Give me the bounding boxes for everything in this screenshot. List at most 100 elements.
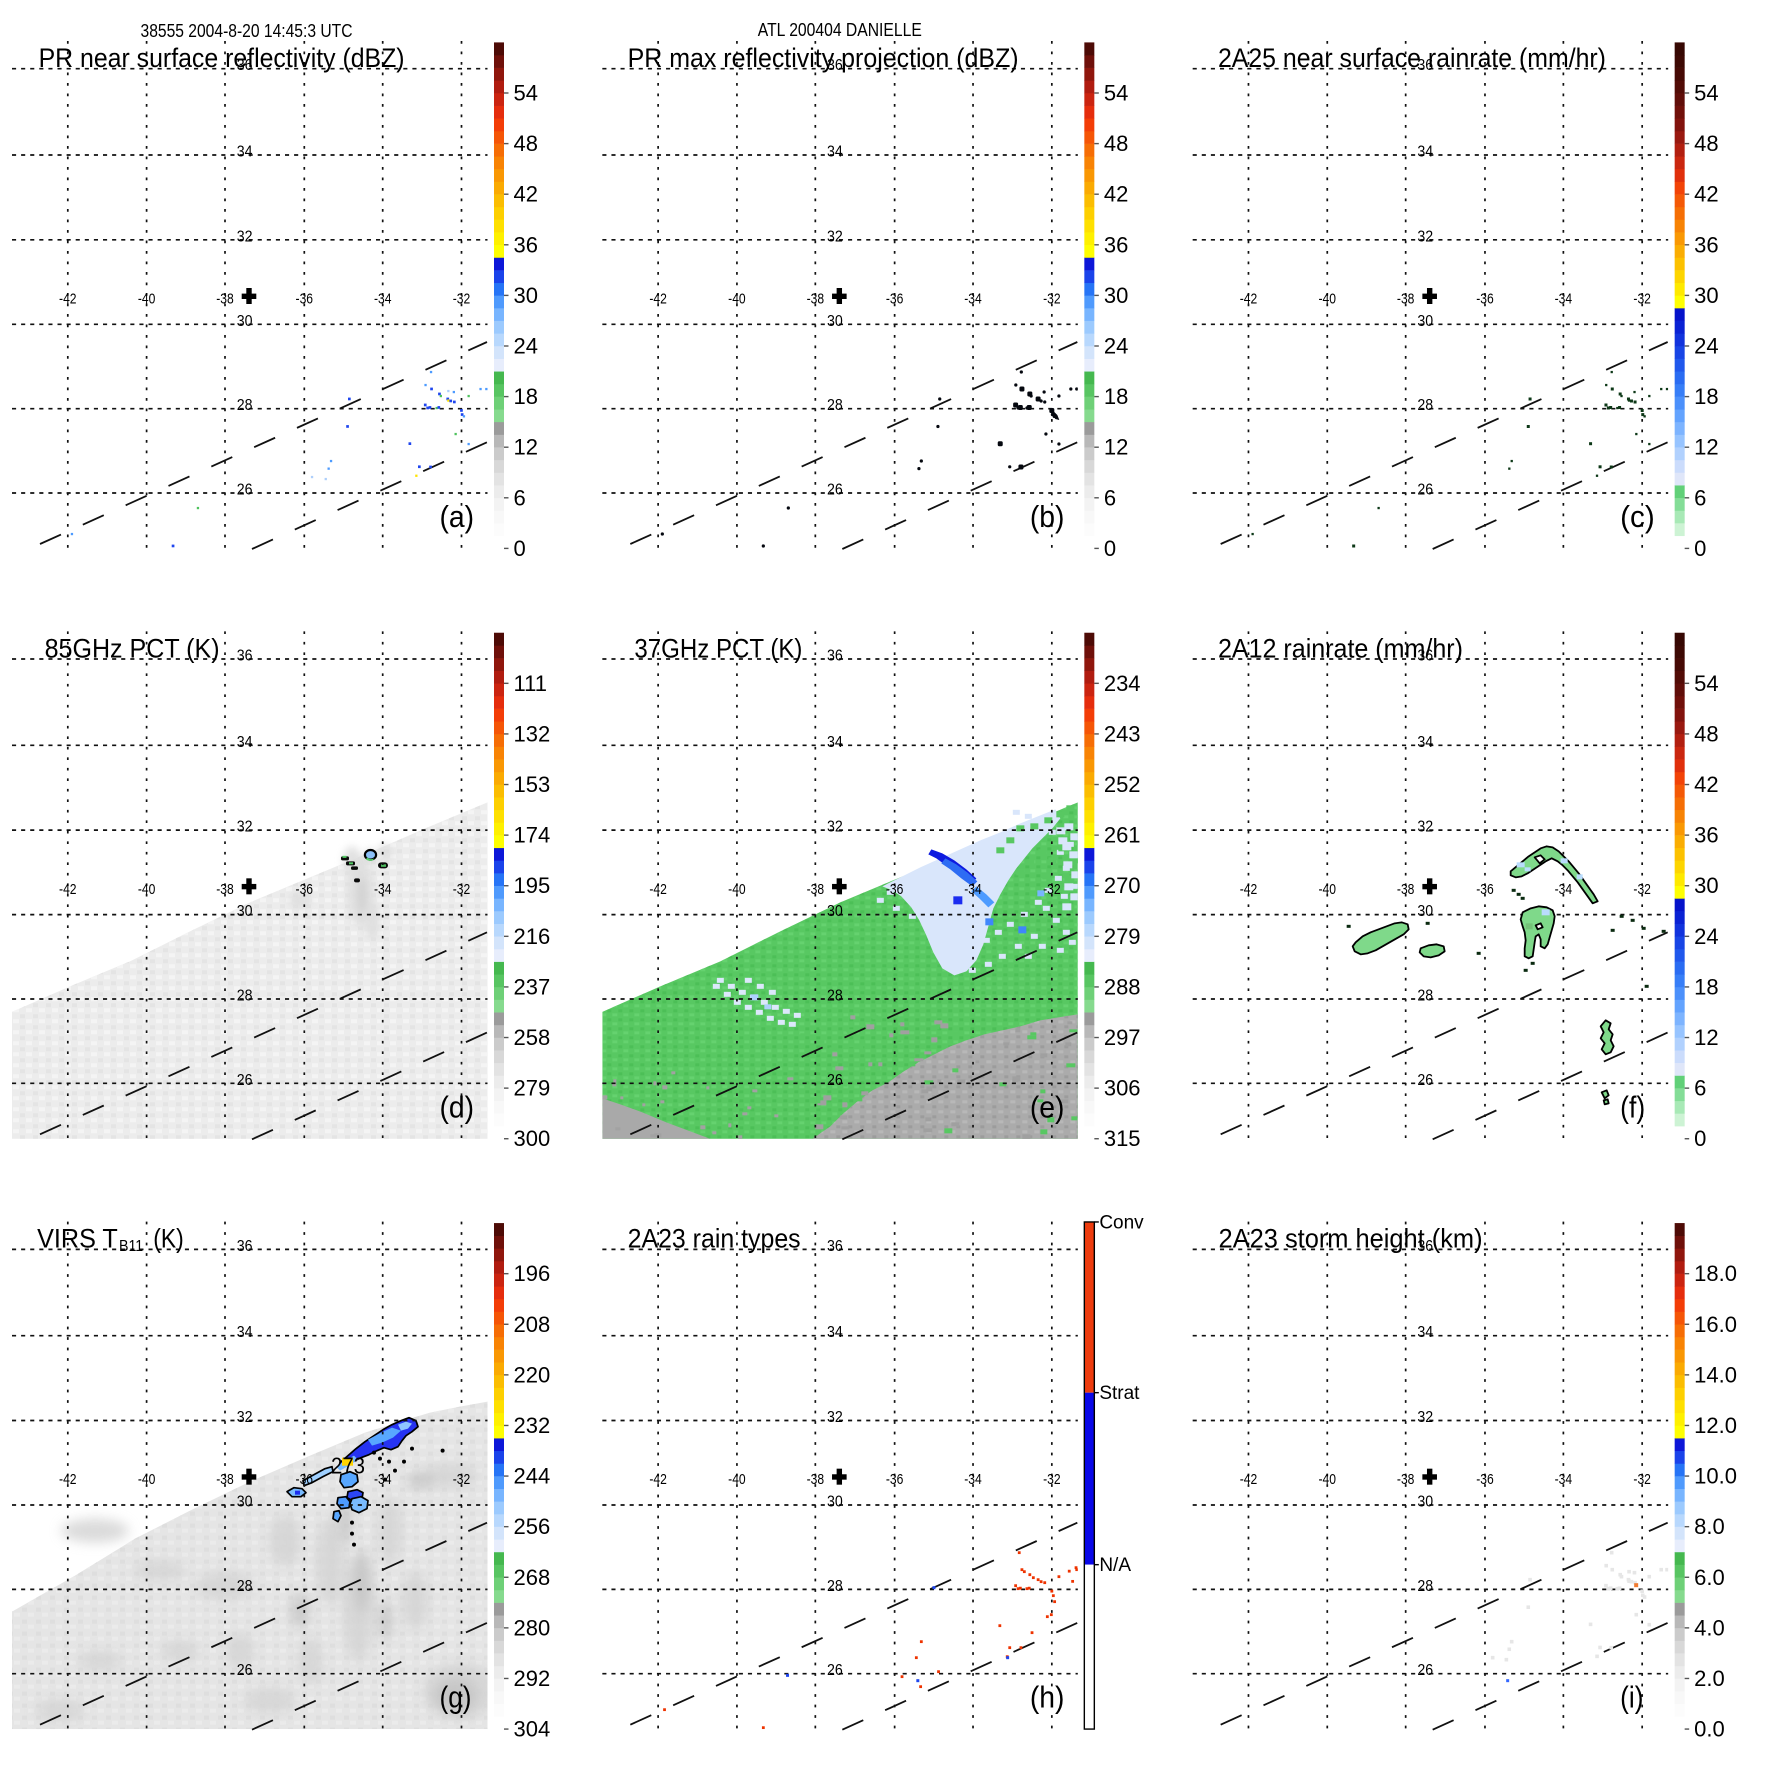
svg-text:Conv: Conv [1099,1212,1144,1233]
svg-text:243: 243 [1104,721,1141,746]
svg-text:153: 153 [514,772,551,797]
svg-text:Strat: Strat [1099,1383,1140,1404]
svg-text:18: 18 [1694,974,1718,999]
svg-text:54: 54 [1694,81,1718,106]
svg-text:0: 0 [1104,536,1116,561]
svg-text:132: 132 [514,721,551,746]
svg-text:(b): (b) [1030,500,1065,534]
svg-text:234: 234 [1104,671,1141,696]
svg-text:256: 256 [514,1514,551,1539]
svg-text:10.0: 10.0 [1694,1464,1737,1489]
svg-text:(c): (c) [1620,500,1655,534]
svg-text:279: 279 [514,1076,551,1101]
svg-text:6.0: 6.0 [1694,1565,1725,1590]
svg-text:36: 36 [514,232,538,257]
svg-text:36: 36 [1104,232,1128,257]
svg-text:273: 273 [331,1453,365,1479]
svg-text:252: 252 [1104,772,1141,797]
svg-text:315: 315 [1104,1126,1141,1151]
svg-text:2A23 rain types: 2A23 rain types [628,1224,801,1254]
svg-text:12: 12 [1104,435,1128,460]
svg-text:24: 24 [1104,334,1128,359]
svg-text:237: 237 [514,974,551,999]
svg-text:208: 208 [514,1312,551,1337]
svg-text:30: 30 [1104,283,1128,308]
svg-text:(e): (e) [1030,1090,1065,1124]
svg-text:18: 18 [1104,384,1128,409]
svg-text:(i): (i) [1620,1681,1643,1715]
svg-text:216: 216 [514,924,551,949]
svg-text:279: 279 [1104,924,1141,949]
svg-text:54: 54 [1694,671,1718,696]
svg-text:(f): (f) [1620,1090,1645,1124]
svg-text:24: 24 [1694,924,1718,949]
svg-text:220: 220 [514,1362,551,1387]
svg-text:42: 42 [514,182,538,207]
svg-text:24: 24 [1694,334,1718,359]
svg-text:6: 6 [1694,485,1706,510]
svg-text:292: 292 [514,1666,551,1691]
svg-text:4.0: 4.0 [1694,1615,1725,1640]
svg-text:PR near surface reflectivity (: PR near surface reflectivity (dBZ) [39,43,405,73]
svg-text:18.0: 18.0 [1694,1261,1737,1286]
svg-text:258: 258 [514,1025,551,1050]
svg-text:54: 54 [1104,81,1128,106]
svg-text:54: 54 [514,81,538,106]
svg-text:6: 6 [1694,1076,1706,1101]
svg-text:30: 30 [1694,283,1718,308]
svg-text:48: 48 [1694,721,1718,746]
svg-text:ATL 200404 DANIELLE: ATL 200404 DANIELLE [758,19,922,40]
svg-text:2A12 rainrate (mm/hr): 2A12 rainrate (mm/hr) [1218,633,1463,663]
svg-text:12: 12 [1694,1025,1718,1050]
svg-text:16.0: 16.0 [1694,1312,1737,1337]
svg-text:2.0: 2.0 [1694,1666,1725,1691]
svg-text:30: 30 [514,283,538,308]
svg-text:48: 48 [1104,131,1128,156]
svg-text:270: 270 [1104,873,1141,898]
svg-text:(d): (d) [440,1090,475,1124]
svg-text:111: 111 [514,671,547,696]
svg-text:36: 36 [1694,232,1718,257]
svg-text:38555 2004-8-20 14:45:3 UTC: 38555 2004-8-20 14:45:3 UTC [141,20,353,41]
svg-text:42: 42 [1104,182,1128,207]
svg-text:36: 36 [1694,823,1718,848]
svg-text:30: 30 [1694,873,1718,898]
svg-text:196: 196 [514,1261,551,1286]
svg-text:268: 268 [514,1565,551,1590]
svg-text:42: 42 [1694,772,1718,797]
svg-text:N/A: N/A [1099,1555,1131,1576]
svg-text:244: 244 [514,1464,551,1489]
svg-text:2A25 near surface rainrate (mm: 2A25 near surface rainrate (mm/hr) [1218,43,1606,73]
svg-text:12: 12 [514,435,538,460]
svg-text:VIRS T: VIRS T [37,1224,118,1254]
svg-text:174: 174 [514,823,551,848]
svg-text:0: 0 [1694,1126,1706,1151]
svg-text:304: 304 [514,1717,551,1742]
svg-text:0: 0 [1694,536,1706,561]
svg-text:232: 232 [514,1413,551,1438]
svg-text:0.0: 0.0 [1694,1717,1725,1742]
svg-text:14.0: 14.0 [1694,1362,1737,1387]
svg-text:6: 6 [1104,485,1116,510]
svg-text:42: 42 [1694,182,1718,207]
svg-text:6: 6 [514,485,526,510]
svg-text:48: 48 [514,131,538,156]
svg-text:48: 48 [1694,131,1718,156]
svg-text:18: 18 [514,384,538,409]
svg-text:280: 280 [514,1615,551,1640]
svg-text:PR max reflectivity projection: PR max reflectivity projection (dBZ) [628,43,1019,73]
svg-text:306: 306 [1104,1076,1141,1101]
svg-text:24: 24 [514,334,538,359]
svg-text:297: 297 [1104,1025,1141,1050]
svg-text:(a): (a) [440,500,475,534]
svg-text:12: 12 [1694,435,1718,460]
svg-text:(g): (g) [440,1681,472,1715]
svg-text:85GHz PCT (K): 85GHz PCT (K) [45,633,220,663]
svg-text:261: 261 [1104,823,1141,848]
svg-text:18: 18 [1694,384,1718,409]
svg-text:0: 0 [514,536,526,561]
svg-text:300: 300 [514,1126,551,1151]
svg-text:B11: B11 [119,1238,143,1255]
svg-text:(K): (K) [153,1224,184,1254]
svg-text:288: 288 [1104,974,1141,999]
